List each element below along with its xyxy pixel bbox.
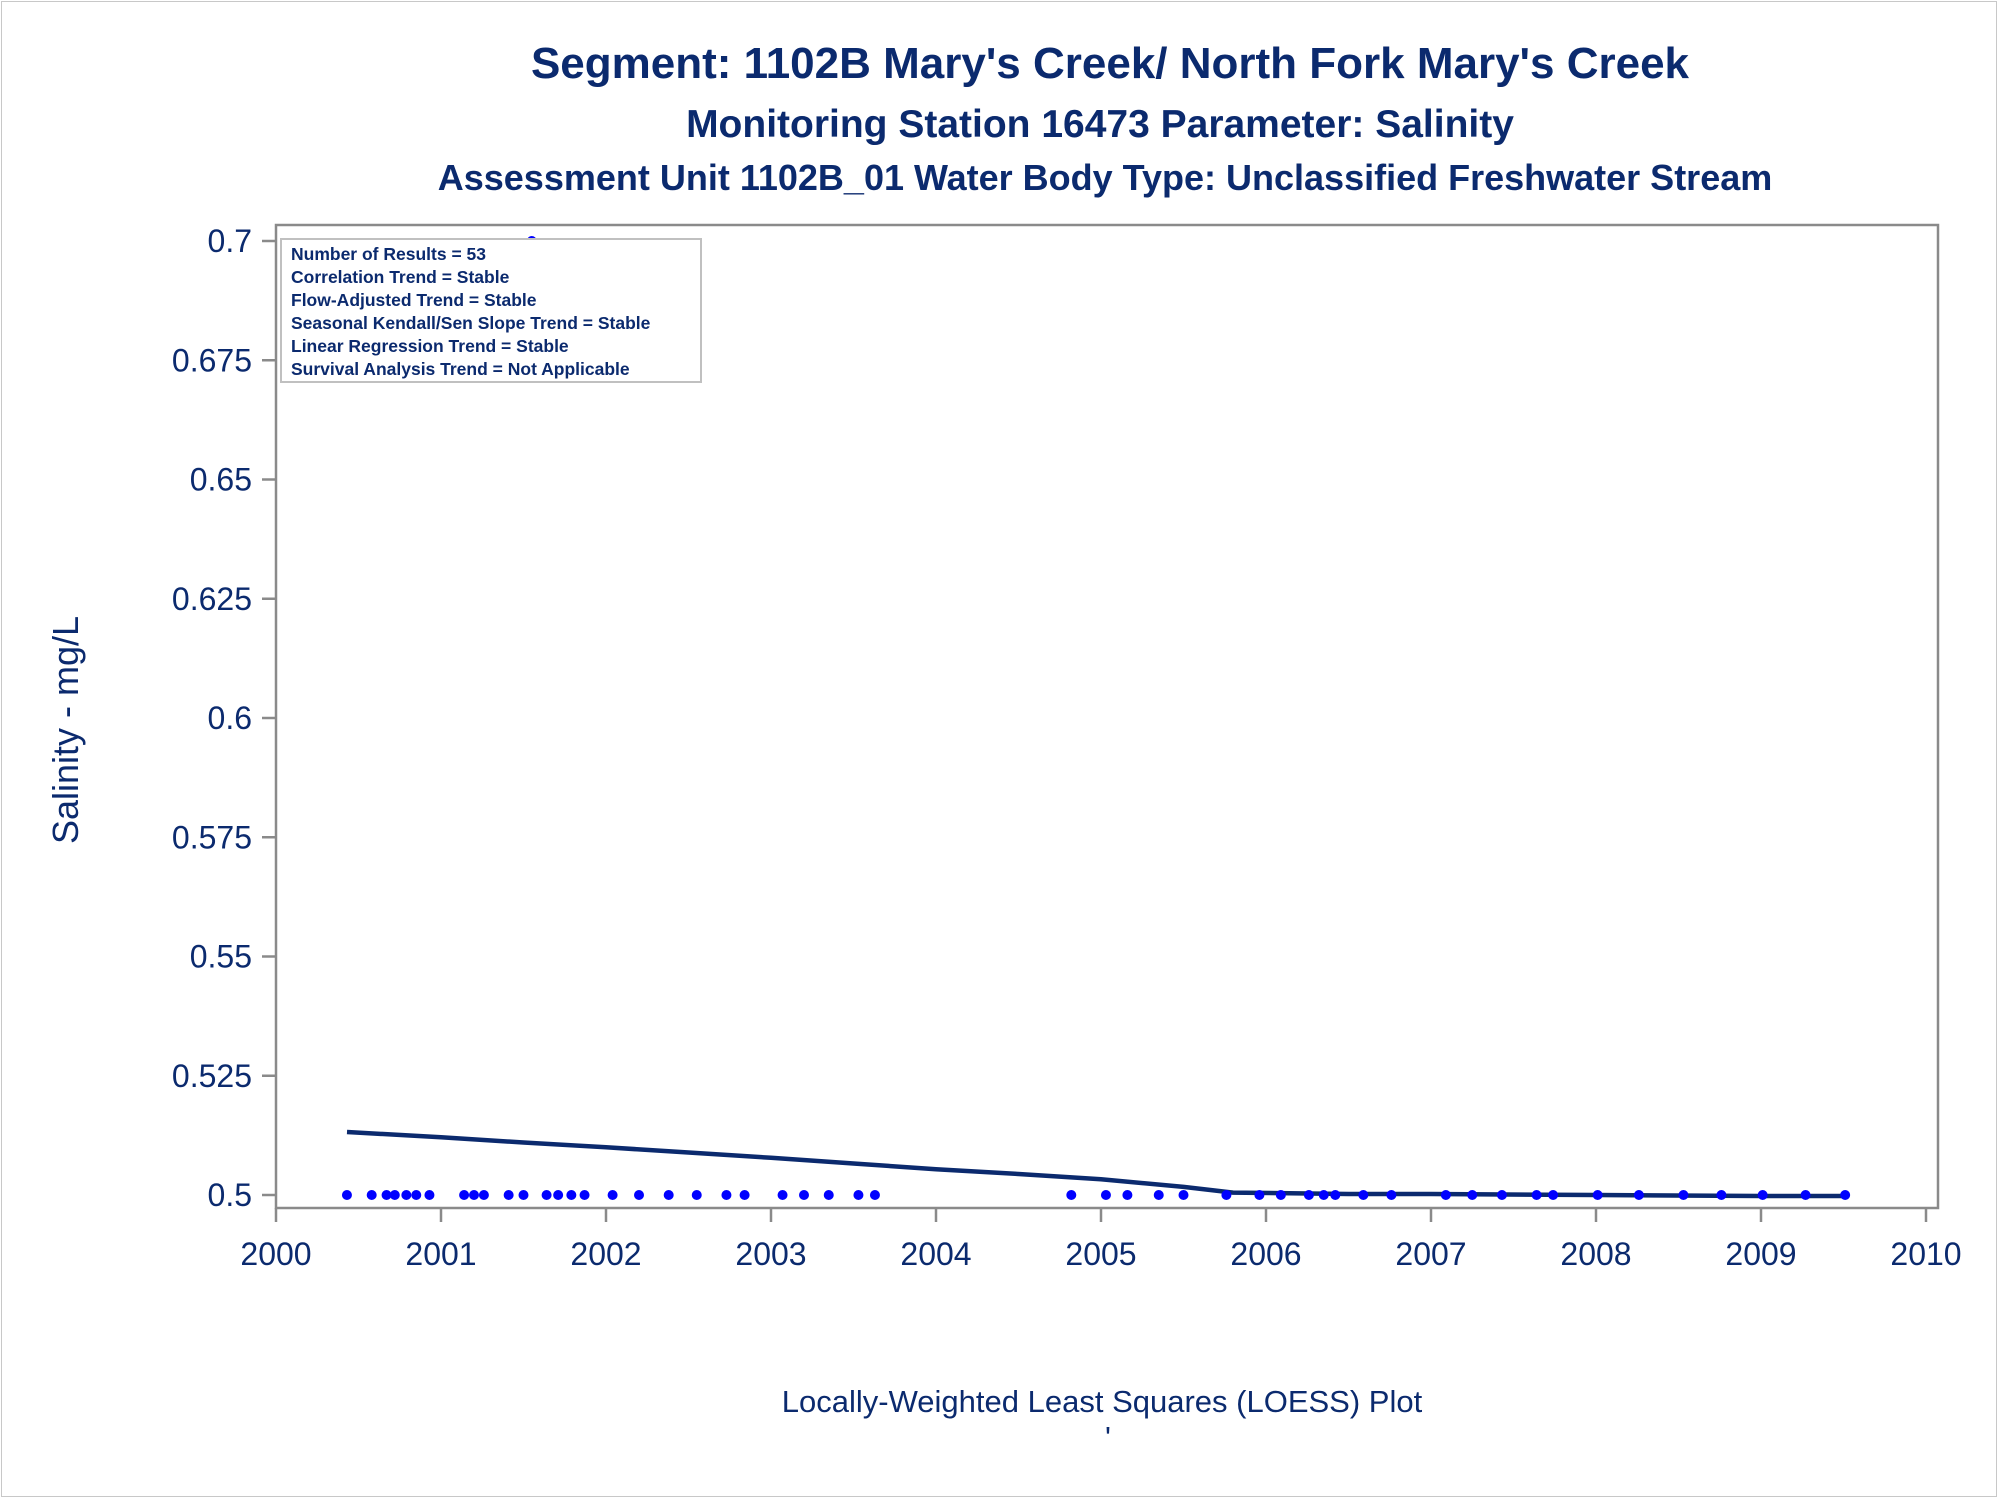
data-point [691, 1190, 702, 1200]
data-point [1467, 1190, 1478, 1200]
x-tick-label: 2000 [240, 1236, 311, 1272]
data-point [1440, 1190, 1451, 1200]
y-tick-label: 0.55 [190, 939, 252, 975]
data-point [503, 1190, 514, 1200]
x-tick-label: 2005 [1065, 1236, 1136, 1272]
loess-line [346, 1129, 1846, 1199]
x-tick-label: 2008 [1560, 1236, 1631, 1272]
data-point [478, 1190, 489, 1200]
data-point [366, 1190, 377, 1200]
data-point [381, 1190, 392, 1200]
data-point [411, 1190, 422, 1200]
data-point [853, 1190, 864, 1200]
x-tick-label: 2002 [570, 1236, 641, 1272]
data-point [634, 1190, 644, 1200]
chart-footnote: Locally-Weighted Least Squares (LOESS) P… [782, 1384, 1423, 1419]
data-point [1358, 1190, 1369, 1200]
data-point [1318, 1190, 1329, 1200]
data-point [607, 1190, 618, 1200]
x-tick-label: 2006 [1230, 1236, 1301, 1272]
data-point [663, 1190, 674, 1200]
data-point [424, 1190, 435, 1200]
chart-title: Segment: 1102B Mary's Creek/ North Fork … [531, 39, 1690, 88]
data-point [1254, 1190, 1265, 1200]
stat-number-of-results: Number of Results = 53 [291, 244, 486, 264]
stats-box: Number of Results = 53 Correlation Trend… [280, 238, 702, 383]
x-tick-label: 2003 [735, 1236, 806, 1272]
data-point [518, 1190, 529, 1200]
data-point [777, 1190, 788, 1200]
y-tick-label: 0.65 [190, 462, 252, 498]
y-tick-label: 0.525 [172, 1058, 252, 1094]
y-tick-label: 0.5 [208, 1177, 252, 1213]
data-point [1633, 1190, 1644, 1200]
stat-correlation-trend: Correlation Trend = Stable [291, 267, 510, 287]
data-point [469, 1190, 479, 1200]
data-point [1840, 1190, 1851, 1200]
chart-subtitle-2: Assessment Unit 1102B_01 Water Body Type… [438, 157, 1773, 198]
data-point [1275, 1190, 1286, 1200]
stat-seasonal-kendall-trend: Seasonal Kendall/Sen Slope Trend = Stabl… [291, 313, 651, 333]
stat-linear-regression-trend: Linear Regression Trend = Stable [291, 336, 569, 356]
y-axis-label: Salinity - mg/L [45, 616, 86, 844]
data-point [1800, 1190, 1811, 1200]
data-point [1716, 1190, 1727, 1200]
data-point [1303, 1190, 1314, 1200]
data-point [1592, 1190, 1603, 1200]
x-tick-label: 2007 [1395, 1236, 1466, 1272]
data-point [1757, 1190, 1768, 1200]
data-point [389, 1190, 400, 1200]
loess-layer [346, 1129, 1846, 1199]
data-point [579, 1190, 590, 1200]
data-point [1386, 1190, 1397, 1200]
stat-flow-adjusted-trend: Flow-Adjusted Trend = Stable [291, 290, 537, 310]
data-point [1122, 1190, 1133, 1200]
y-tick-label: 0.625 [172, 581, 252, 617]
data-point [1178, 1190, 1189, 1200]
data-point [341, 1190, 352, 1200]
data-point [566, 1190, 577, 1200]
chart-subtitle: Monitoring Station 16473 Parameter: Sali… [686, 103, 1514, 146]
y-tick-label: 0.7 [208, 223, 252, 259]
x-axis: 2000 2001 2002 2003 2004 2005 2006 2007 2008 2009… [240, 1208, 1962, 1272]
y-tick-label: 0.675 [172, 342, 252, 378]
data-point [1531, 1190, 1542, 1200]
stat-survival-analysis-trend: Survival Analysis Trend = Not Applicable [291, 359, 630, 379]
data-point [1221, 1190, 1232, 1200]
data-point [1330, 1190, 1341, 1200]
data-point [401, 1190, 412, 1200]
y-tick-label: 0.6 [208, 700, 252, 736]
x-tick-label: 2010 [1890, 1236, 1961, 1272]
data-point [553, 1190, 564, 1200]
x-tick-label: 2001 [405, 1236, 476, 1272]
data-point [823, 1190, 834, 1200]
data-point [1496, 1190, 1507, 1200]
y-axis: 0.5 0.525 0.55 0.575 0.6 0.625 0.65 0.675 0.7 [172, 223, 276, 1213]
data-point [869, 1190, 880, 1200]
data-point [1066, 1190, 1077, 1200]
data-point [1153, 1190, 1164, 1200]
plot-area [274, 223, 1940, 1210]
data-point [721, 1190, 732, 1200]
data-point [799, 1190, 809, 1200]
data-point [1678, 1190, 1689, 1200]
data-point [459, 1190, 470, 1200]
data-point [1548, 1190, 1559, 1200]
x-tick-label: 2009 [1725, 1236, 1796, 1272]
data-point [739, 1190, 750, 1200]
data-point [1100, 1190, 1111, 1200]
data-point [541, 1190, 552, 1200]
y-tick-label: 0.575 [172, 819, 252, 855]
chart-footnote-mark: ' [1105, 1420, 1111, 1455]
x-tick-label: 2004 [900, 1236, 971, 1272]
stats-box-frame [280, 238, 702, 383]
